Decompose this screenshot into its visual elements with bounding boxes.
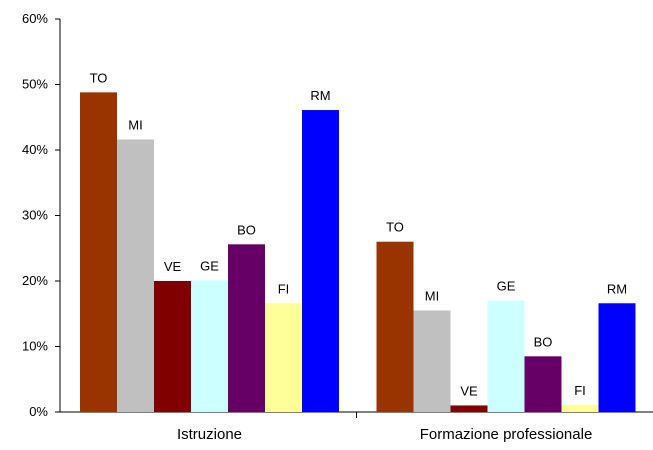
bar-fi-2	[561, 404, 599, 412]
bar-to-2	[376, 241, 414, 412]
bar-rm-2	[598, 303, 636, 412]
data-label: VE	[460, 383, 478, 398]
data-label: GE	[200, 258, 219, 273]
bar-ge-1	[191, 280, 228, 412]
data-label: FI	[574, 383, 586, 398]
data-label: FI	[278, 281, 290, 296]
bar-to-1	[80, 92, 117, 413]
y-tick-label: 50%	[22, 77, 48, 92]
bar-bo-2	[524, 356, 562, 412]
bar-mi-1	[117, 139, 154, 412]
data-labels: TO MI VE GE BO FI RM TO MI VE GE BO FI RM	[90, 70, 628, 398]
bar-ve-1	[154, 281, 191, 412]
bar-bo-1	[228, 244, 265, 412]
data-label: BO	[534, 334, 553, 349]
data-label: MI	[128, 118, 142, 133]
y-tick-label: 0%	[29, 404, 48, 419]
data-label: TO	[90, 70, 108, 85]
bar-ge-2	[487, 300, 525, 412]
data-label: BO	[237, 222, 256, 237]
y-tick-label: 60%	[22, 11, 48, 26]
data-label: RM	[607, 281, 627, 296]
bar-rm-1	[302, 110, 339, 413]
data-label: MI	[425, 288, 439, 303]
data-label: VE	[164, 259, 182, 274]
bar-mi-2	[413, 310, 451, 412]
bars	[80, 92, 636, 413]
axes: 0% 10% 20% 30% 40% 50% 60% Istruzione Formazione…	[22, 11, 653, 443]
bar-fi-1	[265, 303, 302, 412]
x-category-label: Istruzione	[177, 426, 242, 443]
y-tick-label: 10%	[22, 339, 48, 354]
data-label: GE	[497, 279, 516, 294]
data-label: TO	[386, 220, 404, 235]
x-category-label: Formazione professionale	[420, 426, 593, 443]
y-tick-label: 20%	[22, 273, 48, 288]
data-label: RM	[310, 88, 330, 103]
y-tick-label: 30%	[22, 208, 48, 223]
y-tick-label: 40%	[22, 142, 48, 157]
bar-ve-2	[450, 405, 488, 412]
